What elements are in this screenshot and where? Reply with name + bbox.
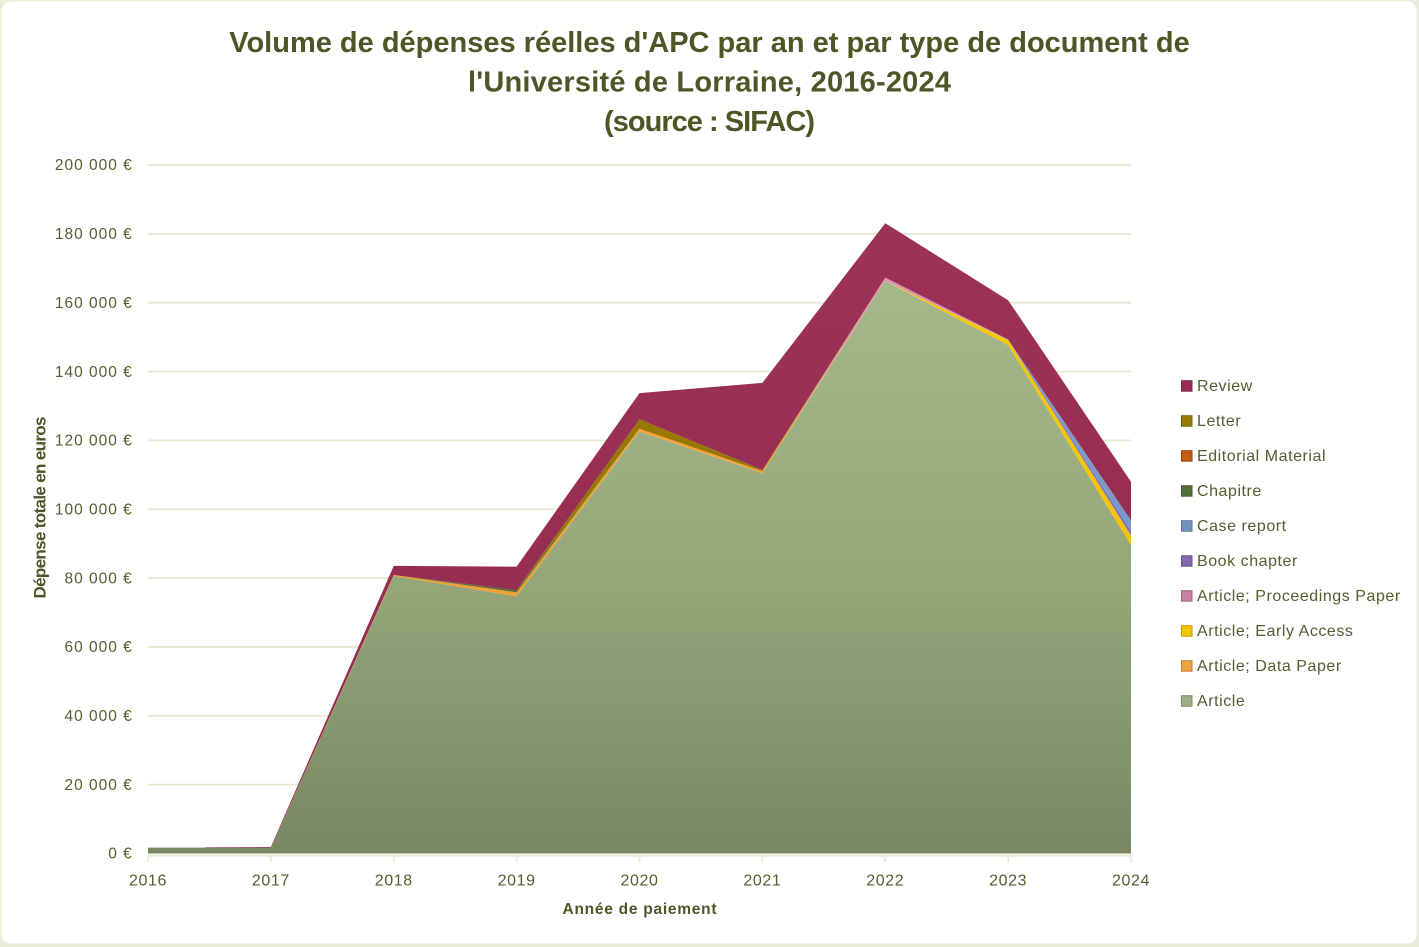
svg-text:40 000 €: 40 000 €: [64, 708, 132, 725]
svg-text:120 000 €: 120 000 €: [55, 433, 133, 450]
svg-text:(source : SIFAC): (source : SIFAC): [604, 106, 815, 138]
svg-text:2016: 2016: [129, 872, 167, 889]
svg-text:2022: 2022: [866, 872, 904, 889]
svg-text:2023: 2023: [989, 872, 1027, 889]
svg-text:20 000 €: 20 000 €: [64, 777, 132, 794]
svg-text:0 €: 0 €: [108, 846, 133, 863]
svg-text:2021: 2021: [743, 872, 781, 889]
svg-text:Volume de dépenses réelles d'A: Volume de dépenses réelles d'APC par an …: [229, 27, 1189, 59]
svg-text:2020: 2020: [621, 872, 659, 889]
svg-text:2019: 2019: [498, 872, 536, 889]
svg-text:Letter: Letter: [1197, 413, 1241, 430]
svg-text:160 000 €: 160 000 €: [55, 295, 133, 312]
svg-text:Article; Early Access: Article; Early Access: [1197, 623, 1353, 640]
svg-text:Dépense totale en euros: Dépense totale en euros: [30, 417, 49, 599]
svg-text:140 000 €: 140 000 €: [55, 364, 133, 381]
svg-text:l'Université de Lorraine, 2016: l'Université de Lorraine, 2016-2024: [468, 67, 951, 99]
svg-text:Review: Review: [1197, 378, 1253, 395]
svg-text:Article: Article: [1197, 693, 1245, 710]
svg-text:2017: 2017: [252, 872, 290, 889]
svg-text:60 000 €: 60 000 €: [64, 639, 132, 656]
svg-text:Book chapter: Book chapter: [1197, 553, 1298, 570]
svg-text:200 000 €: 200 000 €: [55, 157, 133, 174]
svg-text:100 000 €: 100 000 €: [55, 501, 133, 518]
svg-text:180 000 €: 180 000 €: [55, 226, 133, 243]
svg-text:2018: 2018: [375, 872, 413, 889]
svg-text:Article; Data Paper: Article; Data Paper: [1197, 658, 1342, 675]
svg-text:Article; Proceedings Paper: Article; Proceedings Paper: [1197, 588, 1401, 605]
svg-text:Case report: Case report: [1197, 518, 1287, 535]
svg-text:80 000 €: 80 000 €: [64, 570, 132, 587]
svg-text:Editorial Material: Editorial Material: [1197, 448, 1326, 465]
svg-text:Année de paiement: Année de paiement: [563, 901, 717, 918]
svg-text:2024: 2024: [1112, 872, 1150, 889]
svg-text:Chapitre: Chapitre: [1197, 483, 1262, 500]
